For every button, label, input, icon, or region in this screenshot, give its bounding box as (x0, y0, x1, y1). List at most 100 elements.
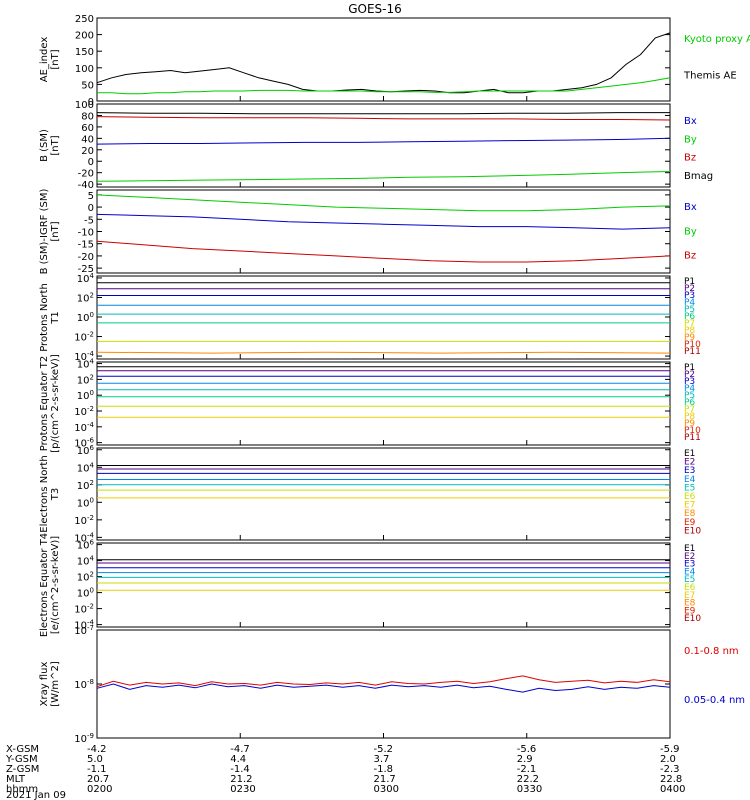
panel-1: 250 200 150 100 50 0 AE_index[nT] Kyoto proxy A… (39, 14, 750, 108)
legend-item: Bz (684, 251, 696, 262)
y-tick-label: 102 (77, 571, 94, 584)
panel-frame (96, 542, 671, 628)
series-line-bx (96, 213, 671, 230)
y-tick-label: 0 (88, 157, 94, 168)
legend-item: E6 (684, 583, 696, 593)
legend-item: E10 (684, 614, 701, 624)
legend-item: P5 (684, 391, 695, 401)
legend-item: P1 (684, 277, 695, 287)
y-tick-label: 20 (81, 146, 94, 157)
legend-item: E9 (684, 606, 696, 616)
y-tick-label: 104 (77, 272, 95, 285)
legend-item: P7 (684, 405, 695, 415)
legend-item: E6 (684, 492, 696, 502)
legend-item: P3 (684, 291, 695, 301)
legend-item: E7 (684, 501, 695, 511)
series-line-bx (96, 137, 671, 145)
footer-value: -1.4 (230, 764, 250, 775)
series-line-by (96, 194, 671, 212)
legend-item: P3 (684, 377, 695, 387)
footer-value: -2.3 (660, 764, 680, 775)
legend-item: P2 (684, 370, 695, 380)
y-axis-label: Electrons Equator T4[e/(cm^2-s-sr-keV)] (39, 533, 61, 637)
y-tick-label: -20 (78, 169, 94, 180)
legend-item: 0.1-0.8 nm (684, 646, 739, 657)
legend-item: Kyoto proxy AE (684, 34, 750, 45)
footer-value: 5.0 (87, 754, 103, 765)
footer-value: 3.7 (374, 754, 390, 765)
series-line-kyoto-proxy-ae (97, 77, 671, 95)
footer-value: 20.7 (87, 774, 109, 785)
y-axis-label: AE_index[nT] (39, 37, 61, 83)
series-line-themis-ae (96, 32, 671, 94)
footer-value: 0300 (374, 784, 399, 795)
footer-value: 22.2 (517, 774, 539, 785)
legend-item: E5 (684, 483, 695, 493)
footer-row-label: hhmm (6, 784, 38, 795)
panel-frame (96, 103, 671, 188)
footer-value: -4.2 (87, 744, 107, 755)
series-line-by (96, 171, 671, 182)
y-tick-label: 150 (75, 47, 94, 58)
footer-value: 0330 (517, 784, 542, 795)
legend-item: P9 (684, 419, 695, 429)
y-tick-label: 0 (88, 203, 94, 214)
y-tick-label: -5 (84, 215, 94, 226)
y-tick-label: 250 (75, 14, 94, 25)
series-line-bz (96, 116, 671, 121)
y-tick-label: 106 (77, 444, 95, 457)
legend-item: E9 (684, 518, 696, 528)
series-line-0-1-0-8-nm (96, 675, 671, 688)
panel-3: 50-5 -10-15-20-25 B (SM)-IGRF (SM)[nT] Bx By… (39, 189, 697, 276)
legend-item: Themis AE (683, 71, 737, 82)
panel-frame (96, 361, 671, 446)
legend-item: E2 (684, 552, 695, 562)
y-tick-label: -15 (78, 240, 94, 251)
y-tick-label: 104 (77, 358, 95, 371)
legend-item: E7 (684, 591, 695, 601)
y-tick-label: 106 (77, 539, 95, 552)
legend-item: Bx (684, 116, 697, 127)
y-tick-label: 100 (77, 311, 94, 324)
y-tick-label: 80 (81, 111, 94, 122)
legend-item: P8 (684, 412, 695, 422)
series-line-0-05-0-4-nm (96, 683, 671, 693)
y-tick-label: 0 (88, 97, 94, 108)
y-tick-label: 10-2 (74, 603, 94, 616)
legend-item: By (684, 226, 697, 237)
y-axis-label: Protons NorthT1 (39, 283, 61, 352)
legend-item: E5 (684, 575, 695, 585)
y-axis-label: B (SM)-IGRF (SM)[nT] (39, 189, 61, 275)
y-tick-label: 100 (77, 587, 94, 600)
legend-item: By (684, 134, 697, 145)
y-tick-label: 10-7 (74, 624, 94, 637)
y-axis-label: B (SM)[nT] (39, 129, 61, 162)
y-tick-label: -25 (78, 264, 94, 275)
footer-value: 0200 (87, 784, 112, 795)
y-tick-label: 40 (81, 134, 94, 145)
y-tick-label: 10-8 (74, 678, 94, 691)
legend-item: P11 (684, 433, 701, 443)
legend-item: Bx (684, 202, 697, 213)
legend-item: P6 (684, 312, 695, 322)
y-axis-label: Xray flux[W/m^2] (39, 661, 61, 707)
y-tick-label: 10-2 (74, 331, 94, 344)
footer-value: 21.2 (230, 774, 252, 785)
chart-title: GOES-16 (348, 2, 402, 16)
legend-item: P7 (684, 319, 695, 329)
footer-value: 0400 (660, 784, 685, 795)
legend-item: E1 (684, 449, 695, 459)
legend-item: P9 (684, 333, 695, 343)
legend-item: P10 (684, 426, 701, 436)
y-axis-label: Electrons NorthT3 (39, 455, 61, 532)
orbit-footer: 2021 Jan 09 X-GSM -4.2 -4.7 -5.2 -5.6 -5.9 Y-G… (5, 744, 685, 800)
y-tick-label: 100 (77, 496, 94, 509)
legend-item: 0.05-0.4 nm (684, 695, 745, 706)
footer-value: 2.0 (660, 754, 676, 765)
legend-item: P2 (684, 284, 695, 294)
footer-value: -1.8 (374, 764, 394, 775)
